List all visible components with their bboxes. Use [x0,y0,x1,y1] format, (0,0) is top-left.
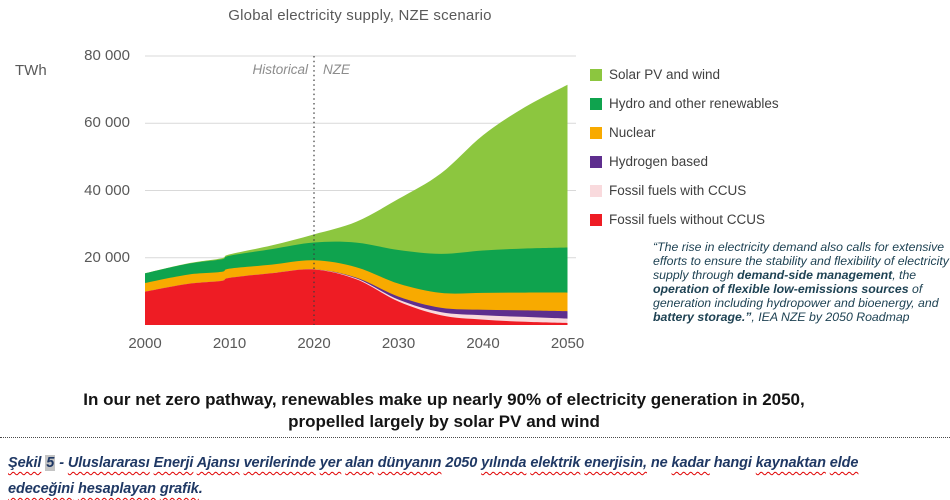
chart-title: Global electricity supply, NZE scenario [228,7,492,24]
figure-caption: Şekil 5 - Uluslararası Enerji Ajansı ver… [8,450,944,500]
caption-word: yer [319,455,342,471]
quote-bold-text: battery storage.” [653,310,752,325]
legend-item: Nuclear [590,118,779,147]
legend-swatch-icon [590,184,602,197]
quote-text: , the [892,268,917,283]
caption-word: edeceğini [8,481,74,498]
legend-swatch-icon [590,97,602,110]
key-message-line-1: In our net zero pathway, renewables make… [83,390,805,409]
y-axis-unit-label: TWh [15,62,47,79]
legend-item: Hydrogen based [590,147,779,176]
legend-label: Hydrogen based [609,154,709,169]
legend-swatch-icon [590,126,602,139]
caption-word: . [198,481,203,498]
legend-swatch-icon [590,213,602,226]
dotted-separator [0,437,950,438]
chart-legend: Solar PV and wind Hydro and other renewab… [590,60,779,234]
quote-text: , IEA NZE by 2050 Roadmap [751,310,910,325]
legend-item: Hydro and other renewables [590,89,779,118]
legend-label: Nuclear [609,125,656,140]
chart-key-message: In our net zero pathway, renewables make… [0,389,888,433]
legend-item: Fossil fuels without CCUS [590,205,779,234]
caption-word: elde [829,455,859,471]
x-tick-label: 2020 [297,335,331,352]
x-tick-label: 2040 [466,335,500,352]
caption-word: kadar [671,455,710,471]
caption-word: kaynaktan [755,455,826,471]
caption-word: Şekil [8,455,42,471]
legend-swatch-icon [590,68,602,81]
legend-item: Solar PV and wind [590,60,779,89]
quote-bold-text: demand-side management [737,268,893,283]
x-tick-label: 2010 [212,335,247,352]
area-fossil-fuels-without-ccus [145,269,568,325]
legend-item: Fossil fuels with CCUS [590,176,779,205]
iea-quote: “The rise in electricity demand also cal… [653,240,949,324]
quote-text: of generation including hydropower and b… [653,282,939,311]
x-tick-label: 2050 [550,335,585,352]
caption-figure-number: 5 [45,455,56,471]
y-tick-label: 80 000 [84,47,130,64]
y-tick-label: 40 000 [84,181,130,199]
key-message-line-2: propelled largely by solar PV and wind [288,411,600,431]
legend-swatch-icon [590,155,602,168]
caption-word: ne [650,455,668,471]
caption-word: grafik [159,481,199,498]
quote-bold-text: operation of flexible low-emissions sour… [653,282,909,297]
caption-word: elektrik [530,455,581,471]
y-tick-label: 20 000 [84,248,130,266]
legend-label: Hydro and other renewables [609,96,779,111]
quote-text: “The rise in electricity demand also cal… [653,240,949,283]
caption-word: Enerji [153,455,194,471]
caption-word: alan [345,455,374,471]
caption-word: hangi [713,455,752,471]
x-tick-label: 2000 [128,335,162,352]
caption-word: - [59,455,64,471]
legend-label: Fossil fuels with CCUS [609,183,747,198]
caption-word: Ajansı [196,455,240,471]
caption-word: 2050 [445,455,478,471]
caption-word: enerjisin, [584,455,647,471]
x-tick-label: 2030 [381,335,416,352]
caption-word: yılında [481,455,527,471]
caption-word: verilerinde [243,455,316,471]
caption-word: Uluslararası [67,455,150,471]
caption-word: dünyanın [377,455,442,471]
legend-label: Fossil fuels without CCUS [609,212,766,227]
nze-period-label: NZE [323,62,350,77]
caption-word: hesaplayan [77,481,156,498]
y-tick-label: 60 000 [84,114,130,132]
legend-label: Solar PV and wind [609,67,721,82]
historical-period-label: Historical [252,62,308,77]
